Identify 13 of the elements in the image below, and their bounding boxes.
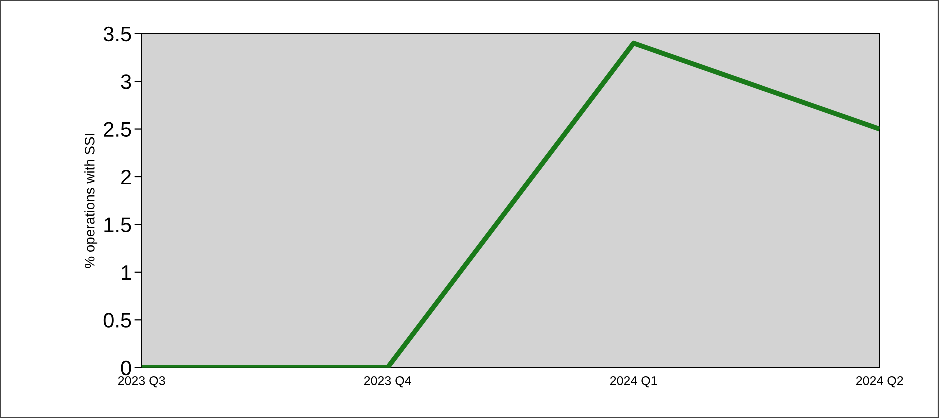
y-tick-label: 1 (122, 266, 132, 280)
y-tick-label: 0.5 (104, 313, 132, 328)
y-tick-label: 2 (122, 170, 132, 185)
x-tick-label: 2024 Q1 (610, 376, 658, 388)
x-tick-label: 2023 Q4 (364, 376, 412, 388)
x-tick-label: 2023 Q3 (118, 376, 166, 388)
y-tick-label: 2.5 (104, 122, 132, 138)
y-tick-label: 1.5 (104, 218, 132, 232)
y-tick-label: 3.5 (104, 26, 132, 42)
y-axis-title: % operations with SSI (84, 134, 98, 268)
y-tick-label: 0 (121, 360, 132, 376)
x-tick-label: 2024 Q2 (856, 376, 904, 388)
y-tick-label: 3 (121, 74, 132, 90)
